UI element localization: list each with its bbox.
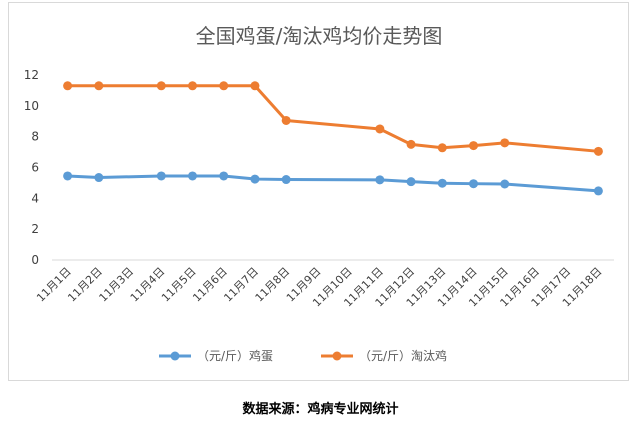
series-line-2 [67,84,599,153]
y-tick-label: 8 [31,130,39,144]
series-line-1 [67,174,599,193]
series-1-point [156,171,166,181]
series-1-point [250,174,260,184]
series-1-point [593,186,603,196]
series-2-point [219,81,229,91]
y-tick-label: 12 [24,68,39,82]
y-tick-label: 6 [31,161,39,175]
legend-marker-1 [170,351,180,361]
series-2-point [63,81,73,91]
series-1-point [469,179,478,189]
chart-title: 全国鸡蛋/淘汰鸡均价走势图 [196,24,443,48]
series-2-point [250,81,260,91]
source-note: 数据来源：鸡病专业网统计 [242,402,399,417]
series-1-point [219,171,229,181]
series-2-point [469,141,478,151]
series-layer [63,81,603,196]
legend-label-2: （元/斤）淘汰鸡 [359,348,447,363]
y-tick-label: 2 [31,222,39,236]
series-1-point [63,171,73,181]
chart-axes: 02468101211月1日11月2日11月3日11月4日11月5日11月6日1… [24,68,614,309]
series-1-point [437,178,447,188]
chart-frame: 全国鸡蛋/淘汰鸡均价走势图 0 2 4 6 8 10 12 11月1日 11月2日 11月3日 11… [8,2,629,381]
series-2-point [94,81,104,91]
line-chart: 全国鸡蛋/淘汰鸡均价走势图 02468101211月1日11月2日11月3日11… [24,24,614,363]
series-2-point [156,81,166,91]
series-1-point [500,179,510,189]
series-2-point [406,139,416,149]
y-tick-label: 0 [31,253,39,267]
series-1-point [406,177,416,187]
y-tick-label: 10 [24,99,39,113]
series-2-point [375,124,385,134]
series-2-point [188,81,197,91]
series-2-point [437,143,447,153]
series-2-point [281,115,291,125]
y-tick-label: 4 [31,191,39,205]
series-1-point [375,175,385,185]
series-2-point [593,146,603,156]
legend-marker-2 [332,351,342,361]
series-2-point [500,138,510,148]
series-1-point [94,173,104,183]
legend-label-1: （元/斤）鸡蛋 [197,348,273,363]
chart-legend: （元/斤）鸡蛋 （元/斤）淘汰鸡 [159,348,447,363]
series-1-point [188,171,197,181]
series-1-point [281,175,291,185]
